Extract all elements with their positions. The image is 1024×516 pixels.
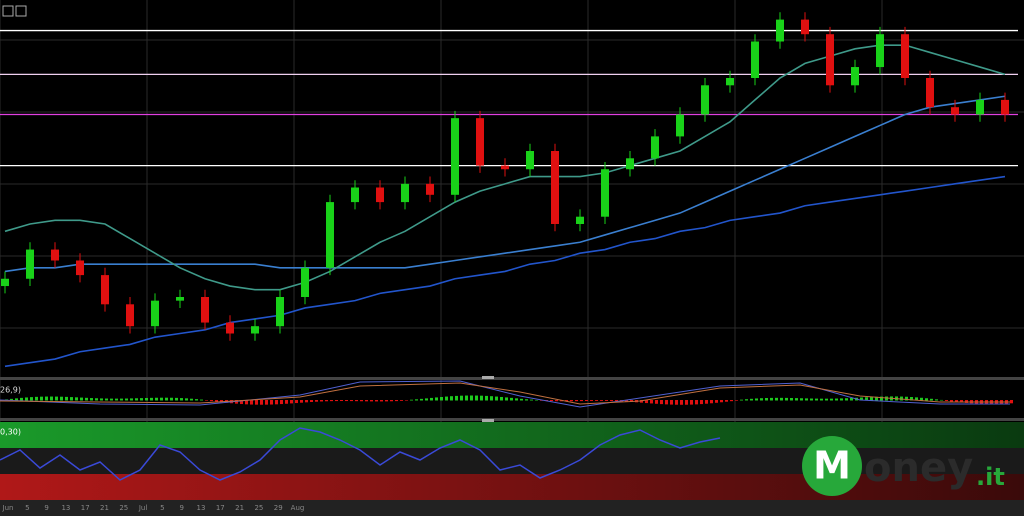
candle-body xyxy=(526,151,534,170)
candle-body xyxy=(26,249,34,279)
candle-body xyxy=(776,19,784,42)
candle-body xyxy=(201,297,209,323)
candle-body xyxy=(151,300,159,327)
x-tick-label: 13 xyxy=(61,504,70,512)
candle-body xyxy=(426,183,434,195)
logo-circle xyxy=(802,436,862,496)
signal-line xyxy=(0,382,1010,405)
x-tick-label: 17 xyxy=(81,504,90,512)
moving-average xyxy=(4,44,1006,291)
x-tick-label: 5 xyxy=(25,504,29,512)
candle-body xyxy=(326,202,334,268)
candle-body xyxy=(501,165,509,170)
candle-body xyxy=(101,275,109,305)
candle-body xyxy=(701,85,709,115)
x-tick-label: 25 xyxy=(254,504,263,512)
candle-body xyxy=(676,114,684,137)
logo-suffix: .it xyxy=(976,463,1005,491)
separator xyxy=(0,418,1024,421)
candle-body xyxy=(1001,99,1009,115)
logo-text: oney xyxy=(864,445,973,491)
candle-body xyxy=(951,107,959,115)
candle-body xyxy=(476,118,484,166)
candle-body xyxy=(51,249,59,261)
overbought-band xyxy=(0,422,1024,448)
candle-body xyxy=(926,78,934,108)
candle-body xyxy=(126,304,134,327)
candle-body xyxy=(601,169,609,217)
macd-label: 26,9) xyxy=(0,386,21,395)
tool-icon[interactable] xyxy=(2,5,14,17)
candle-body xyxy=(901,34,909,78)
candle-body xyxy=(551,151,559,224)
x-tick-label: Jun xyxy=(2,504,14,512)
x-tick-label: 13 xyxy=(197,504,206,512)
x-tick-label: 25 xyxy=(119,504,128,512)
x-tick-label: 17 xyxy=(216,504,225,512)
moving-average xyxy=(4,95,1006,273)
x-tick-label: 21 xyxy=(235,504,244,512)
tool-icon[interactable] xyxy=(15,5,27,17)
x-tick-label: 9 xyxy=(179,504,183,512)
x-tick-label: 29 xyxy=(274,504,283,512)
grid xyxy=(0,0,1024,500)
oscillator-line xyxy=(0,427,721,481)
candle-body xyxy=(226,322,234,334)
oscillator-label: 0,30) xyxy=(0,428,21,437)
candle-body xyxy=(276,297,284,327)
x-tick-label: 5 xyxy=(160,504,164,512)
candle-body xyxy=(376,187,384,203)
candle-body xyxy=(176,297,184,301)
x-tick-label: 21 xyxy=(100,504,109,512)
candle-body xyxy=(751,41,759,78)
candle-body xyxy=(851,67,859,86)
x-tick-label: Jul xyxy=(138,504,148,512)
resize-handle[interactable] xyxy=(482,376,494,379)
candle-body xyxy=(76,260,84,276)
separator xyxy=(0,377,1024,380)
candle-body xyxy=(651,136,659,159)
candle-body xyxy=(1,278,9,287)
logo: M oney .it xyxy=(802,436,1005,496)
candle-body xyxy=(301,267,309,297)
candle-body xyxy=(451,118,459,195)
candle-body xyxy=(251,326,259,334)
candle-body xyxy=(626,158,634,170)
candle-body xyxy=(826,34,834,86)
macd-line xyxy=(0,380,1010,408)
candle-body xyxy=(576,216,584,224)
x-axis xyxy=(0,500,1024,516)
moving-average xyxy=(4,175,1006,368)
x-tick-label: 9 xyxy=(44,504,48,512)
candle-body xyxy=(401,183,409,203)
candle-body xyxy=(876,34,884,68)
candle-body xyxy=(351,187,359,203)
resize-handle[interactable] xyxy=(482,419,494,422)
logo-initial: M xyxy=(813,444,851,488)
candle-body xyxy=(726,78,734,86)
candle-body xyxy=(801,19,809,35)
candle-body xyxy=(976,99,984,115)
x-tick-label: Aug xyxy=(291,504,305,512)
